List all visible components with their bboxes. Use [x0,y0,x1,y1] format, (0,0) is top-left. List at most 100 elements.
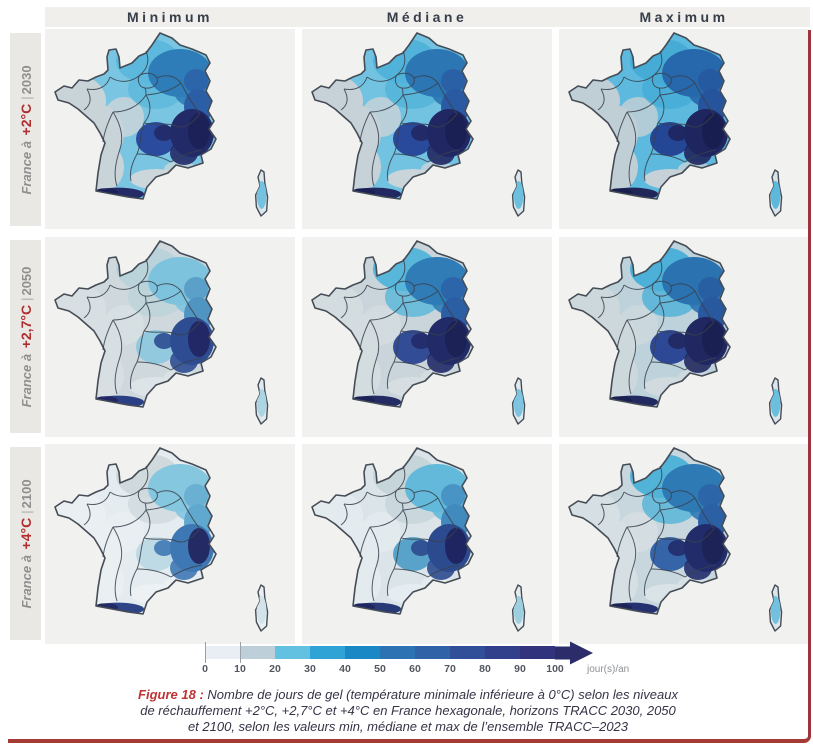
france-fill [312,241,473,407]
column-header-maximum: Maximum [639,9,729,25]
corsica-fill [513,181,524,209]
colorbar: 0 10 20 30 40 50 60 70 80 90 100 jour(s)/an [202,641,629,675]
colorbar-segment [275,646,310,659]
colorbar-tick-label: 70 [444,663,456,675]
row-label-year: 2100 [18,478,34,508]
caption-line-3: et 2100, selon les valeurs min, médiane … [187,719,629,734]
colorbar-segment [205,646,240,659]
map-panel-2030-maximum [559,29,809,229]
colorbar-tick-label: 20 [269,663,281,675]
colorbar-arrow-icon [555,641,593,664]
france-choropleth-map [568,32,783,217]
row-label-2100: France à +4°C |2100 [10,447,41,640]
caption-line-2: de réchauffement +2°C, +2,7°C et +4°C en… [140,703,676,718]
region-borders [83,258,203,395]
france-choropleth-map [54,447,269,632]
france-fill [312,448,473,614]
colorbar-segment [380,646,415,659]
france-fill [55,33,216,199]
region-borders [597,258,717,395]
france-outline [311,447,474,615]
france-choropleth-map [54,32,269,217]
colorbar-tick-label: 90 [514,663,526,675]
france-outline [568,32,731,200]
map-panel-2050-maximum [559,237,809,437]
column-header-minimum: Minimum [127,9,213,25]
france-outline [311,32,474,200]
region-borders [597,465,717,602]
colorbar-tick-label: 50 [374,663,386,675]
row-label-temp: +4°C [17,517,34,549]
france-fill [569,448,730,614]
row-label-separator: | [18,509,34,514]
row-label-separator: | [18,95,34,100]
corsica-fill [513,596,524,624]
map-panel-2100-mediane [302,444,552,644]
caption-text: Nombre de jours de gel (température mini… [207,687,678,702]
france-choropleth-map [54,240,269,425]
colorbar-segment [240,646,275,659]
colorbar-tick-label: 80 [479,663,491,675]
row-label-temp: +2,7°C [17,304,34,348]
france-outline [54,240,217,408]
map-panel-2030-minimum [45,29,295,229]
figure-number: Figure 18 : [138,687,204,702]
column-header-mediane: Médiane [386,9,468,25]
corsica-fill [256,181,267,209]
france-fill [55,241,216,407]
region-borders [340,465,460,602]
colorbar-tick-label: 10 [234,663,246,675]
corsica-fill [770,181,781,209]
colorbar-segment [310,646,345,659]
region-borders [83,50,203,187]
row-label-temp: +2°C [17,103,34,135]
region-borders [597,50,717,187]
colorbar-segment [485,646,520,659]
colorbar-segment [345,646,380,659]
colorbar-segment [520,646,555,659]
region-borders [83,465,203,602]
row-label-2030: France à +2°C |2030 [10,33,41,226]
map-panel-2050-mediane [302,237,552,437]
corsica-fill [770,596,781,624]
colorbar-segment [450,646,485,659]
france-choropleth-map [568,447,783,632]
colorbar-tick-label: 40 [339,663,351,675]
france-fill [55,448,216,614]
row-label-2050: France à +2,7°C |2050 [10,240,41,433]
map-panel-2050-minimum [45,237,295,437]
figure-caption: Figure 18 : Nombre de jours de gel (temp… [56,687,760,735]
region-borders [340,258,460,395]
row-label-year: 2030 [18,64,34,94]
map-panel-2100-minimum [45,444,295,644]
colorbar-segment [415,646,450,659]
column-header-band [45,7,810,27]
corsica-fill [770,389,781,417]
region-borders [340,50,460,187]
row-label-text: France à +2°C |2030 [18,65,34,194]
row-label-year: 2050 [18,266,34,296]
france-outline [54,447,217,615]
map-panel-2100-maximum [559,444,809,644]
france-outline [568,447,731,615]
caption-line-1: Figure 18 : Nombre de jours de gel (temp… [56,687,760,703]
corsica-fill [256,596,267,624]
france-outline [568,240,731,408]
colorbar-tick-label: 0 [202,663,208,675]
france-choropleth-map [311,240,526,425]
map-panel-2030-mediane [302,29,552,229]
corsica-fill [256,389,267,417]
corsica-fill [513,389,524,417]
colorbar-tick [239,642,241,663]
row-label-separator: | [18,297,34,301]
france-choropleth-map [311,447,526,632]
colorbar-unit-label: jour(s)/an [587,664,630,675]
france-choropleth-map [311,32,526,217]
row-label-text: France à +4°C |2100 [18,479,34,608]
france-fill [569,241,730,407]
row-label-text: France à +2,7°C |2050 [18,266,34,407]
france-choropleth-map [568,240,783,425]
colorbar-tick [204,642,206,663]
france-outline [54,32,217,200]
